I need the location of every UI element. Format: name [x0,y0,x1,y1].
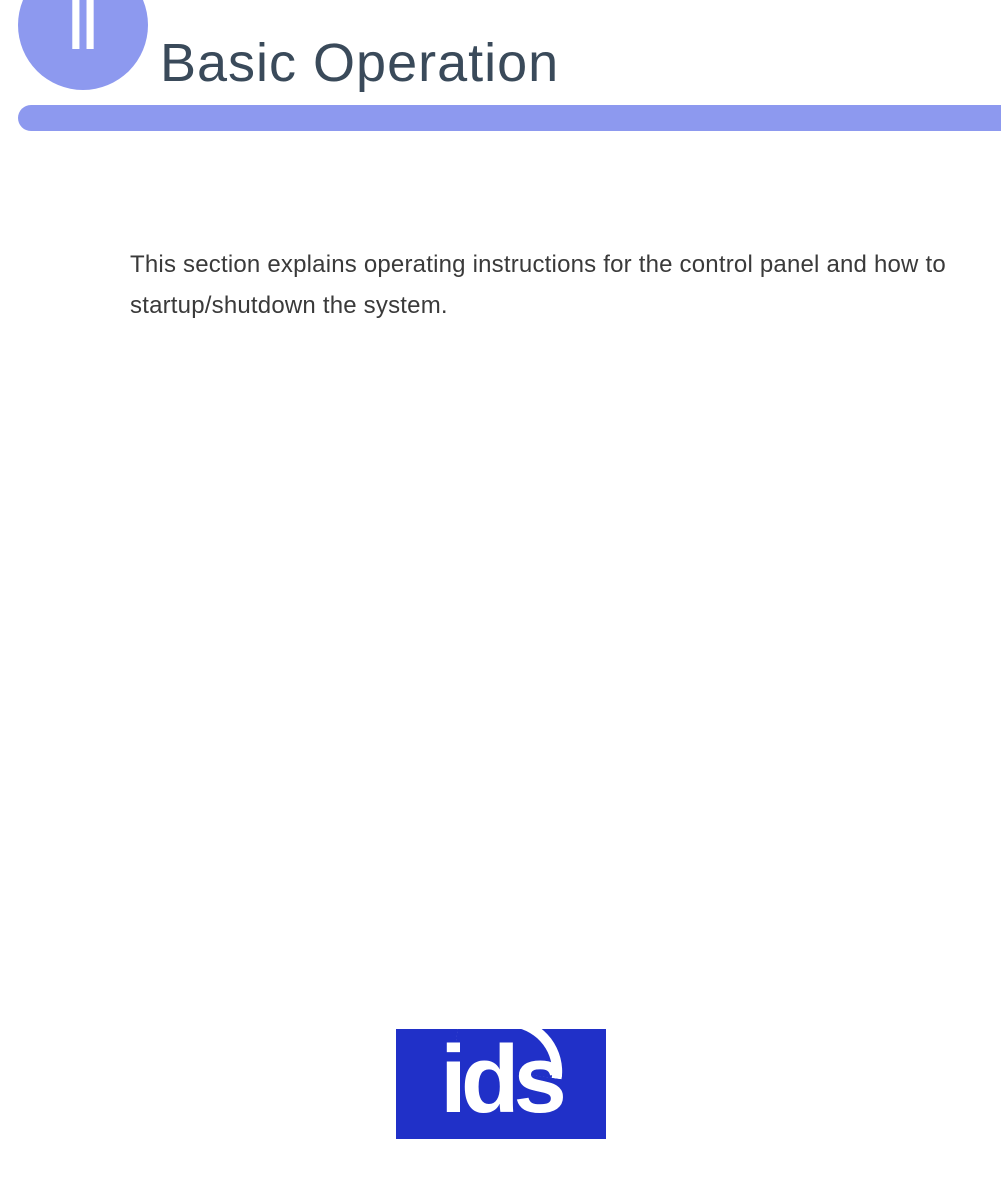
chapter-number-badge: Ⅱ [18,0,148,90]
brand-logo: ids [396,1029,606,1139]
chapter-number: Ⅱ [65,0,100,61]
chapter-title: Basic Operation [160,32,559,94]
brand-logo-text: ids [440,1032,561,1128]
section-intro-paragraph: This section explains operating instruct… [130,245,961,327]
chapter-header-rule [18,105,1001,131]
document-page: Ⅱ Basic Operation This section explains … [0,0,1001,1189]
